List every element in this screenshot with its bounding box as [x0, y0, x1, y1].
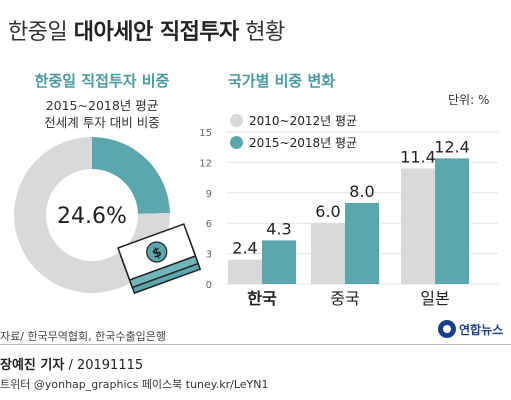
bar-value-label: 11.4: [400, 147, 436, 166]
x-category-label: 한국: [247, 289, 277, 308]
y-tick-label: 0: [206, 280, 212, 291]
donut-subtitle: 2015~2018년 평균 전세계 투자 대비 비중: [8, 97, 196, 131]
byline-name: 장예진 기자: [0, 358, 65, 373]
donut-center-label: 24.6%: [57, 204, 127, 229]
social-links: 트위터 @yonhap_graphics 페이스북 tuney.kr/LeYN1: [0, 378, 269, 391]
yonhap-logo-icon: [438, 320, 456, 338]
legend-item-2015: 2015~2018년 평균: [230, 132, 357, 152]
y-tick-label: 3: [206, 250, 212, 261]
bar-value-label: 4.3: [266, 219, 291, 238]
bar-2-1: [435, 158, 469, 284]
byline: 장예진 기자 / 20191115: [0, 354, 143, 373]
bar-1-0: [311, 223, 345, 284]
y-tick-label: 12: [199, 158, 212, 169]
legend-label-2010: 2010~2012년 평균: [249, 113, 358, 128]
legend-label-2015: 2015~2018년 평균: [249, 135, 358, 150]
bar-value-label: 2.4: [232, 239, 257, 258]
legend-item-2010: 2010~2012년 평균: [230, 110, 357, 130]
source-note: 자료/ 한국무역협회, 한국수출입은행: [0, 330, 166, 343]
bar-0-1: [262, 240, 296, 284]
legend-swatch-teal: [230, 135, 243, 149]
money-stack-icon: $: [117, 223, 202, 295]
donut-slice-0: [92, 137, 170, 214]
bar-chart: 0 3 6 9 12 15 2.4 4.3 한국 6.0 8.0 중국 11.412.4 일본: [199, 128, 498, 308]
donut-subtitle-desc: 전세계 투자 대비 비중: [44, 115, 160, 130]
bar-heading: 국가별 비중 변화: [228, 72, 336, 90]
donut-heading: 한중일 직접투자 비중: [34, 72, 170, 90]
y-tick-label: 9: [206, 189, 212, 200]
x-category-label: 중국: [330, 289, 359, 308]
legend-swatch-gray: [230, 113, 243, 127]
logo-text: 연합뉴스: [459, 322, 504, 337]
bar-value-label: 6.0: [315, 202, 340, 221]
page-title: 한중일 대아세안 직접투자 현황: [8, 20, 285, 45]
y-tick-label: 15: [199, 128, 212, 139]
donut-subtitle-period: 2015~2018년 평균: [45, 98, 159, 113]
bar-value-label: 12.4: [434, 137, 470, 156]
bar-1-1: [345, 202, 379, 284]
x-category-label: 일본: [420, 289, 449, 308]
byline-date: / 20191115: [64, 358, 144, 373]
unit-label: 단위: %: [448, 93, 490, 107]
bar-legend: 2010~2012년 평균 2015~2018년 평균: [230, 110, 357, 154]
bar-2-0: [401, 168, 435, 284]
bar-0-0: [228, 259, 262, 284]
footer-divider: [0, 344, 511, 345]
y-tick-label: 6: [206, 219, 212, 230]
bar-value-label: 8.0: [349, 182, 374, 201]
yonhap-logo: 연합뉴스: [438, 320, 503, 338]
